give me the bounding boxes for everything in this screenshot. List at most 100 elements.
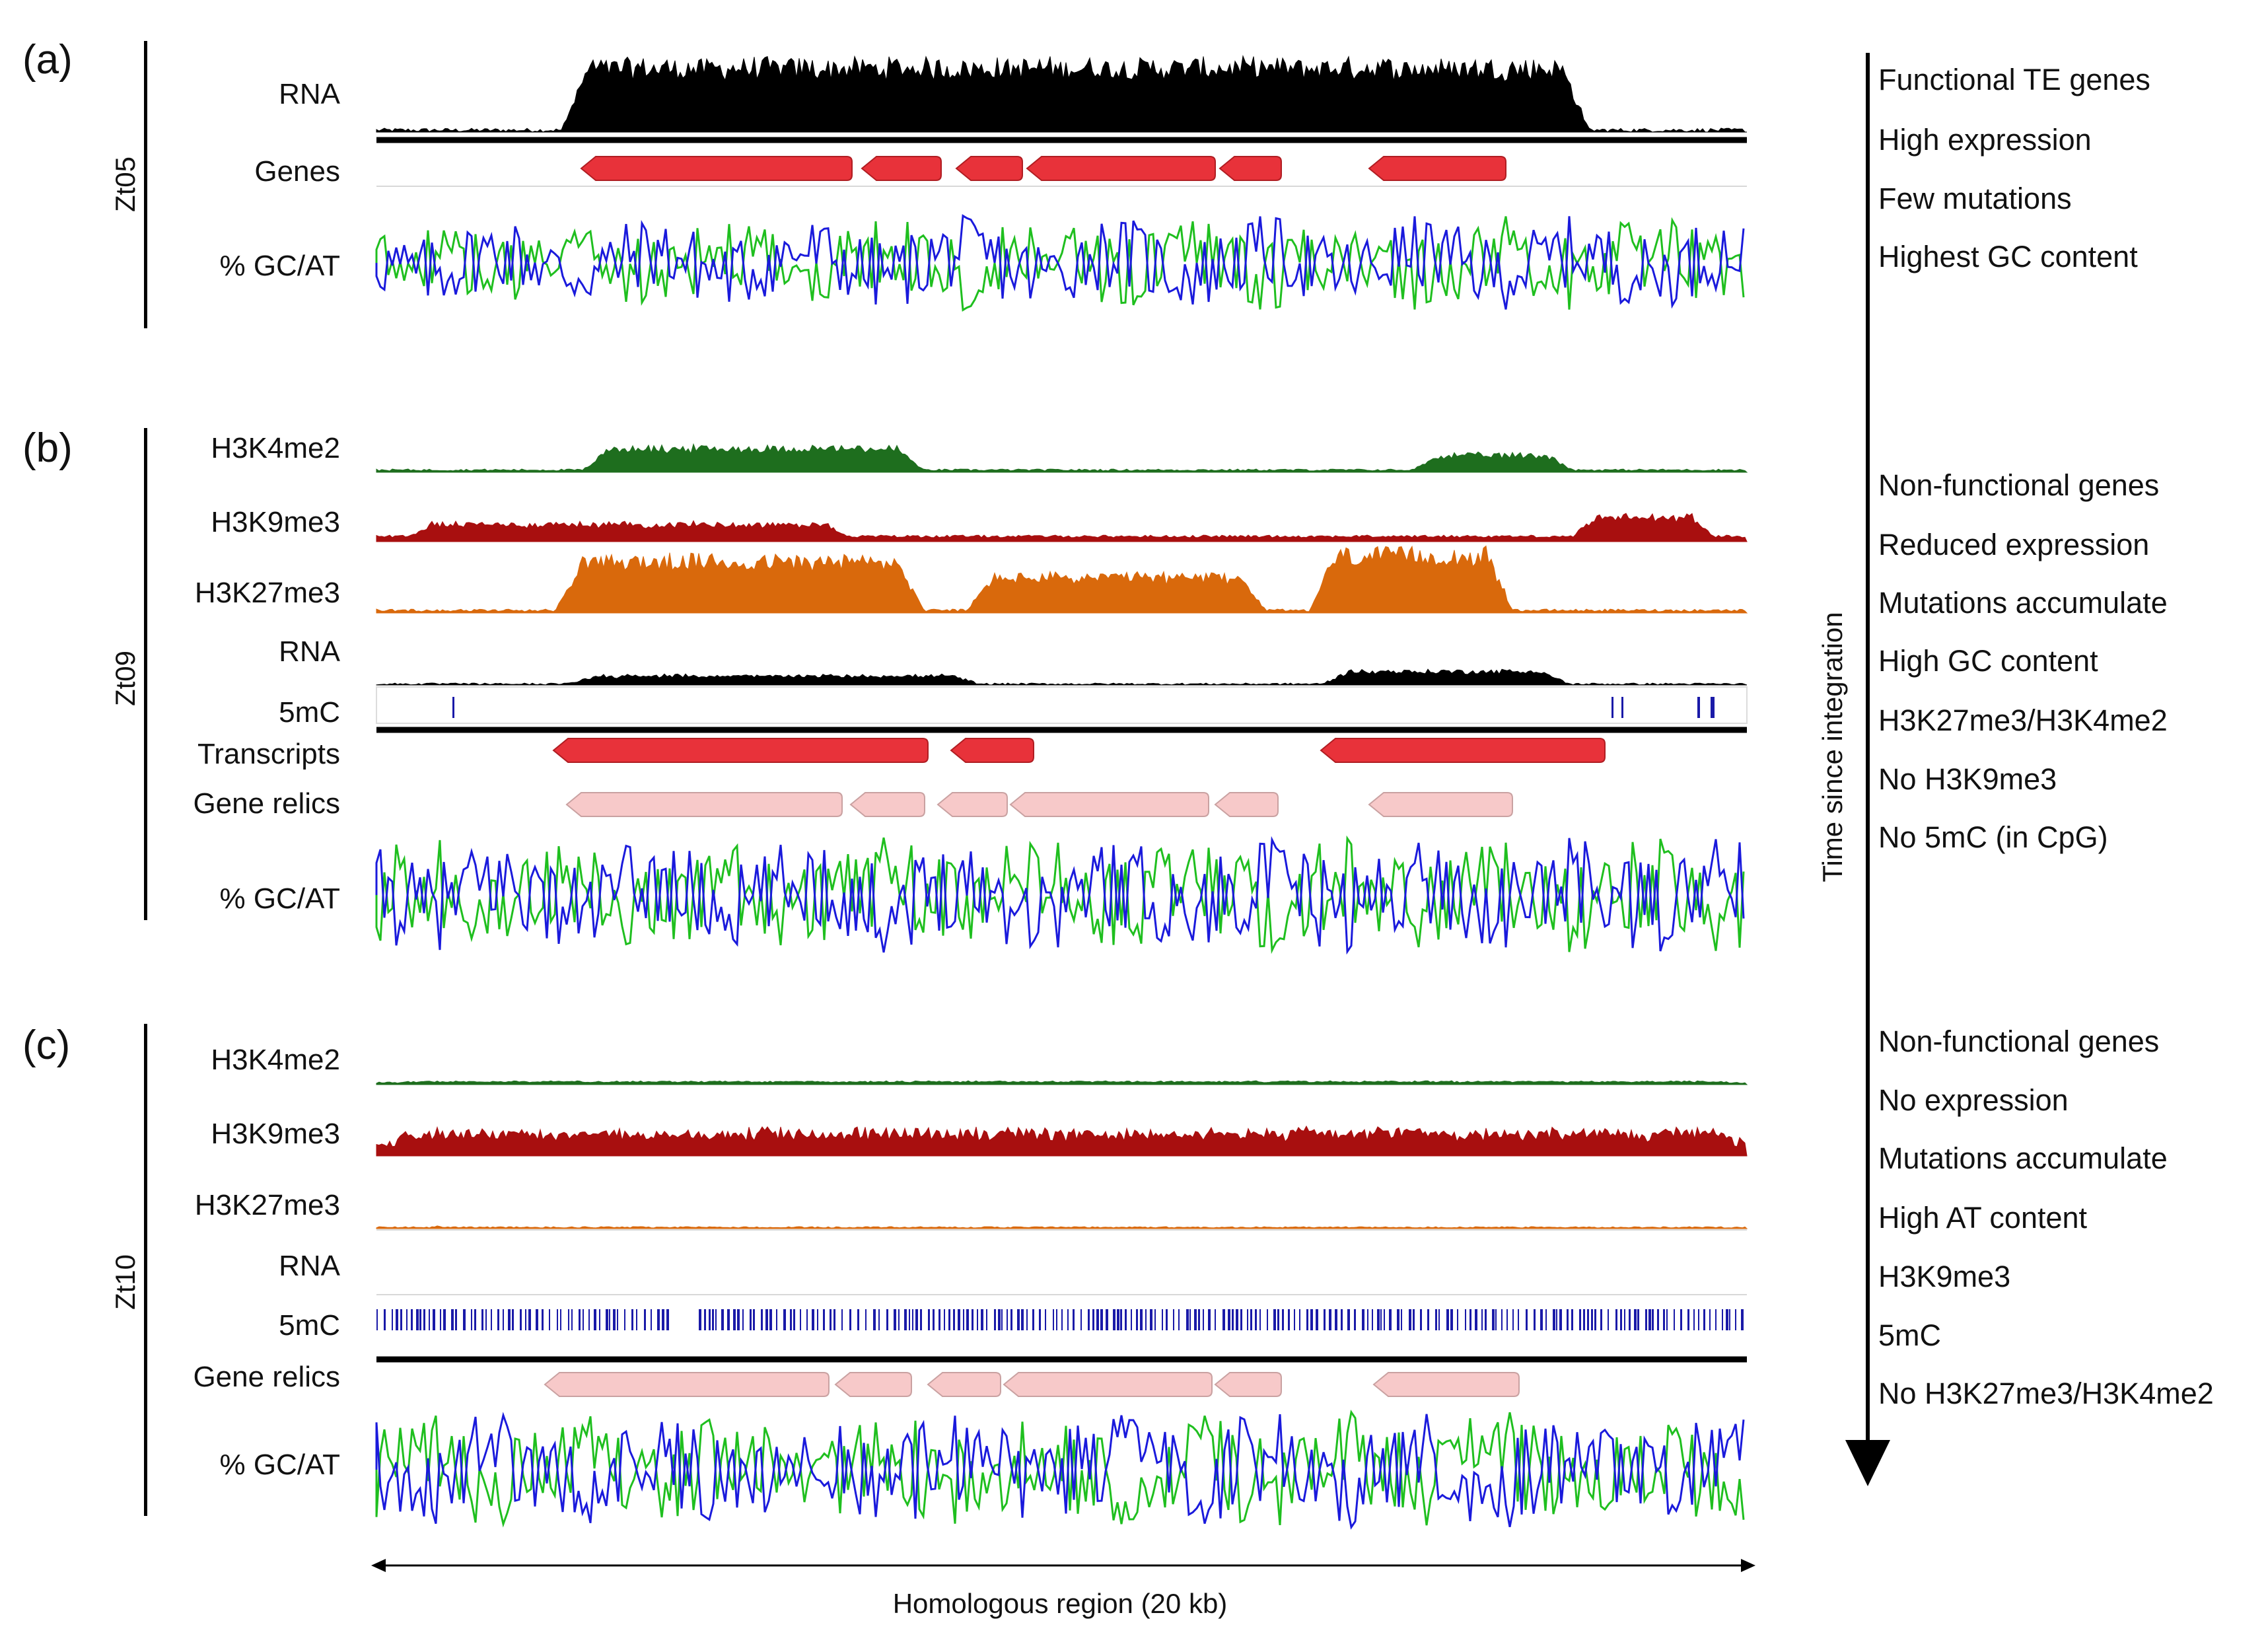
mc5-mark-c-137 [1154, 1309, 1156, 1330]
gene-a-1 [861, 156, 942, 181]
mc5-mark-c-101 [966, 1309, 969, 1330]
mc5-mark-c-170 [1335, 1309, 1337, 1330]
note-b-5: No H3K9me3 [1878, 762, 2057, 796]
gene-relic-c-4 [1214, 1372, 1282, 1397]
mc5-mark-c-18 [474, 1309, 476, 1330]
h3k9me3-c [376, 1125, 1748, 1157]
mc5-mark-c-60 [733, 1309, 736, 1330]
mc5-mark-c-138 [1162, 1309, 1163, 1330]
mc5-mark-c-72 [800, 1309, 801, 1330]
mc5-mark-c-38 [588, 1309, 590, 1330]
mc5-mark-c-135 [1145, 1309, 1147, 1330]
mc5-mark-c-241 [1729, 1309, 1730, 1330]
gene-relic-b-0 [565, 792, 843, 817]
mc5-mark-c-36 [579, 1309, 581, 1330]
mc5-mark-c-148 [1215, 1309, 1216, 1330]
mc5-mark-c-185 [1420, 1309, 1422, 1330]
mc5-mark-c-143 [1189, 1309, 1191, 1330]
mc5-mark-c-63 [750, 1309, 752, 1330]
mc5-mark-c-156 [1255, 1309, 1257, 1330]
mc5-mark-c-155 [1250, 1309, 1252, 1330]
mc5-mark-c-77 [830, 1309, 832, 1330]
mc5-mark-c-54 [704, 1309, 706, 1330]
mc5-mark-b-0 [452, 697, 454, 718]
mc5-mark-c-150 [1228, 1309, 1230, 1330]
note-a-3: Highest GC content [1878, 240, 2138, 273]
mc5-mark-c-19 [481, 1309, 483, 1330]
mc5-mark-c-124 [1092, 1309, 1094, 1330]
mc5-mark-c-140 [1173, 1309, 1174, 1330]
mc5-mark-c-227 [1652, 1309, 1654, 1330]
track-label-a-gc: % GC/AT [219, 250, 340, 282]
note-a-2: Few mutations [1878, 182, 2072, 215]
mc5-mark-c-82 [865, 1309, 867, 1330]
mc5-mark-c-193 [1469, 1309, 1471, 1330]
mc5-mark-c-71 [793, 1309, 795, 1330]
track-label-a-rna: RNA [279, 78, 340, 110]
mc5-mark-c-29 [536, 1309, 538, 1330]
mc5-mark-b-4 [1711, 697, 1715, 718]
mc5-mark-c-31 [549, 1309, 550, 1330]
mc5-mark-c-7 [416, 1309, 419, 1330]
mc5-mark-c-228 [1657, 1309, 1659, 1330]
gene-relic-c-5 [1372, 1372, 1520, 1397]
h3k27me3-b [376, 545, 1748, 614]
mc5-mark-c-0 [376, 1309, 378, 1330]
mc5-mark-c-234 [1693, 1309, 1695, 1330]
mc5-mark-c-180 [1389, 1309, 1392, 1330]
mc5-mark-c-114 [1032, 1309, 1034, 1330]
mc5-mark-c-154 [1247, 1309, 1248, 1330]
note-c-6: No H3K27me3/H3K4me2 [1878, 1377, 2214, 1410]
mc5-mark-c-231 [1674, 1309, 1675, 1330]
mc5-mark-c-160 [1277, 1309, 1279, 1330]
mc5-mark-c-214 [1587, 1309, 1589, 1330]
mc5-mark-c-97 [948, 1309, 950, 1330]
track-label-b-h3k9me3: H3K9me3 [211, 506, 340, 538]
mc5-mark-c-108 [1001, 1309, 1003, 1330]
mc5-mark-c-226 [1648, 1309, 1651, 1330]
gc-at-a-at-line [375, 216, 1745, 312]
mc5-mark-c-65 [761, 1309, 763, 1330]
h3k9me3-b [376, 513, 1748, 542]
mc5-mark-c-181 [1397, 1309, 1399, 1330]
mc5-mark-c-67 [769, 1309, 772, 1330]
mc5-mark-c-56 [712, 1309, 714, 1330]
mc5-mark-c-90 [912, 1309, 913, 1330]
track-label-b-rna: RNA [279, 635, 340, 668]
mc5-mark-c-136 [1150, 1309, 1152, 1330]
mc5-mark-c-190 [1450, 1309, 1453, 1330]
h3k4me2-c [376, 1080, 1748, 1085]
track-label-c-5mc: 5mC [279, 1309, 340, 1342]
mc5-mark-c-145 [1198, 1309, 1200, 1330]
mc5-mark-c-41 [606, 1309, 608, 1330]
mc5-mark-c-87 [898, 1309, 900, 1330]
mc5-mark-c-194 [1475, 1309, 1477, 1330]
mc5-mark-c-100 [963, 1309, 964, 1330]
mc5-mark-c-200 [1506, 1309, 1508, 1330]
mc5-mark-c-130 [1120, 1309, 1122, 1330]
mc5-mark-c-183 [1409, 1309, 1411, 1330]
mc5-mark-c-39 [594, 1309, 596, 1330]
mc5-mark-c-119 [1061, 1309, 1063, 1330]
mc5-mark-c-75 [817, 1309, 818, 1330]
mc5-mark-c-94 [933, 1309, 935, 1330]
mc5-mark-c-81 [857, 1309, 859, 1330]
mc5-mark-c-123 [1088, 1309, 1090, 1330]
mc5-mark-c-22 [497, 1309, 499, 1330]
note-a-1: High expression [1878, 123, 2092, 157]
mc5-mark-c-222 [1629, 1309, 1631, 1330]
mc5-mark-c-239 [1722, 1309, 1723, 1330]
note-c-4: H3K9me3 [1878, 1260, 2011, 1293]
gc-at-b-at-line [375, 835, 1745, 954]
mc5-mark-c-164 [1299, 1309, 1300, 1330]
mc5-mark-c-110 [1010, 1309, 1012, 1330]
mc5-mark-c-55 [709, 1309, 711, 1330]
mc5-mark-c-174 [1362, 1309, 1364, 1330]
mc5-mark-c-201 [1512, 1309, 1514, 1330]
note-c-2: Mutations accumulate [1878, 1141, 2168, 1175]
mc5-mark-c-175 [1367, 1309, 1368, 1330]
mc5-mark-c-28 [528, 1309, 531, 1330]
mc5-mark-c-149 [1222, 1309, 1225, 1330]
mc5-mark-c-57 [715, 1309, 717, 1330]
mc5-mark-c-162 [1288, 1309, 1290, 1330]
